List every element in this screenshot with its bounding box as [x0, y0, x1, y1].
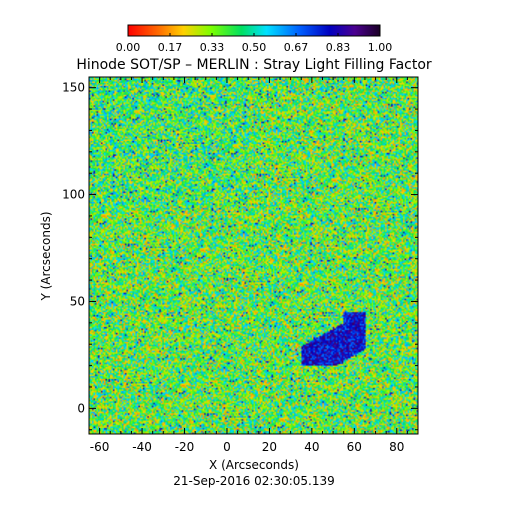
y-axis-label: Y (Arcseconds)	[39, 211, 53, 301]
chart-title: Hinode SOT/SP – MERLIN : Stray Light Fil…	[76, 57, 432, 73]
colorbar-tick-label: 0.17	[158, 41, 183, 54]
x-tick-label: 40	[304, 440, 319, 454]
x-tick-label: -20	[175, 440, 195, 454]
x-tick-label: 0	[223, 440, 231, 454]
colorbar: 0.00 0.17 0.33 0.50 0.67 0.83 1.00	[116, 24, 393, 54]
x-axis-label: X (Arcseconds)	[209, 458, 299, 472]
y-tick-label: 50	[70, 294, 85, 308]
x-tick-label: -60	[90, 440, 110, 454]
heatmap-image	[89, 77, 418, 434]
plot-frame	[88, 76, 419, 435]
colorbar-tick-label: 0.83	[326, 41, 351, 54]
y-tick-label: 150	[62, 81, 85, 95]
colorbar-tick-label: 0.00	[116, 41, 141, 54]
x-tick-label: -40	[132, 440, 152, 454]
colorbar-ticks: 0.00 0.17 0.33 0.50 0.67 0.83 1.00	[116, 33, 393, 54]
x-axis: -60 -40 -20 0 20 40 60 80	[88, 77, 419, 454]
colorbar-tick-label: 0.33	[200, 41, 225, 54]
y-tick-label: 0	[77, 401, 85, 415]
x-tick-label: 60	[347, 440, 362, 454]
y-axis: 0 50 100 150	[62, 81, 418, 431]
heatmap-raster	[89, 77, 418, 434]
y-tick-label: 100	[62, 188, 85, 202]
colorbar-tick-label: 1.00	[368, 41, 393, 54]
timestamp-footer: 21-Sep-2016 02:30:05.139	[173, 474, 335, 488]
x-tick-label: 80	[389, 440, 404, 454]
colorbar-tick-label: 0.50	[242, 41, 267, 54]
x-tick-label: 20	[262, 440, 277, 454]
colorbar-tick-label: 0.67	[284, 41, 309, 54]
